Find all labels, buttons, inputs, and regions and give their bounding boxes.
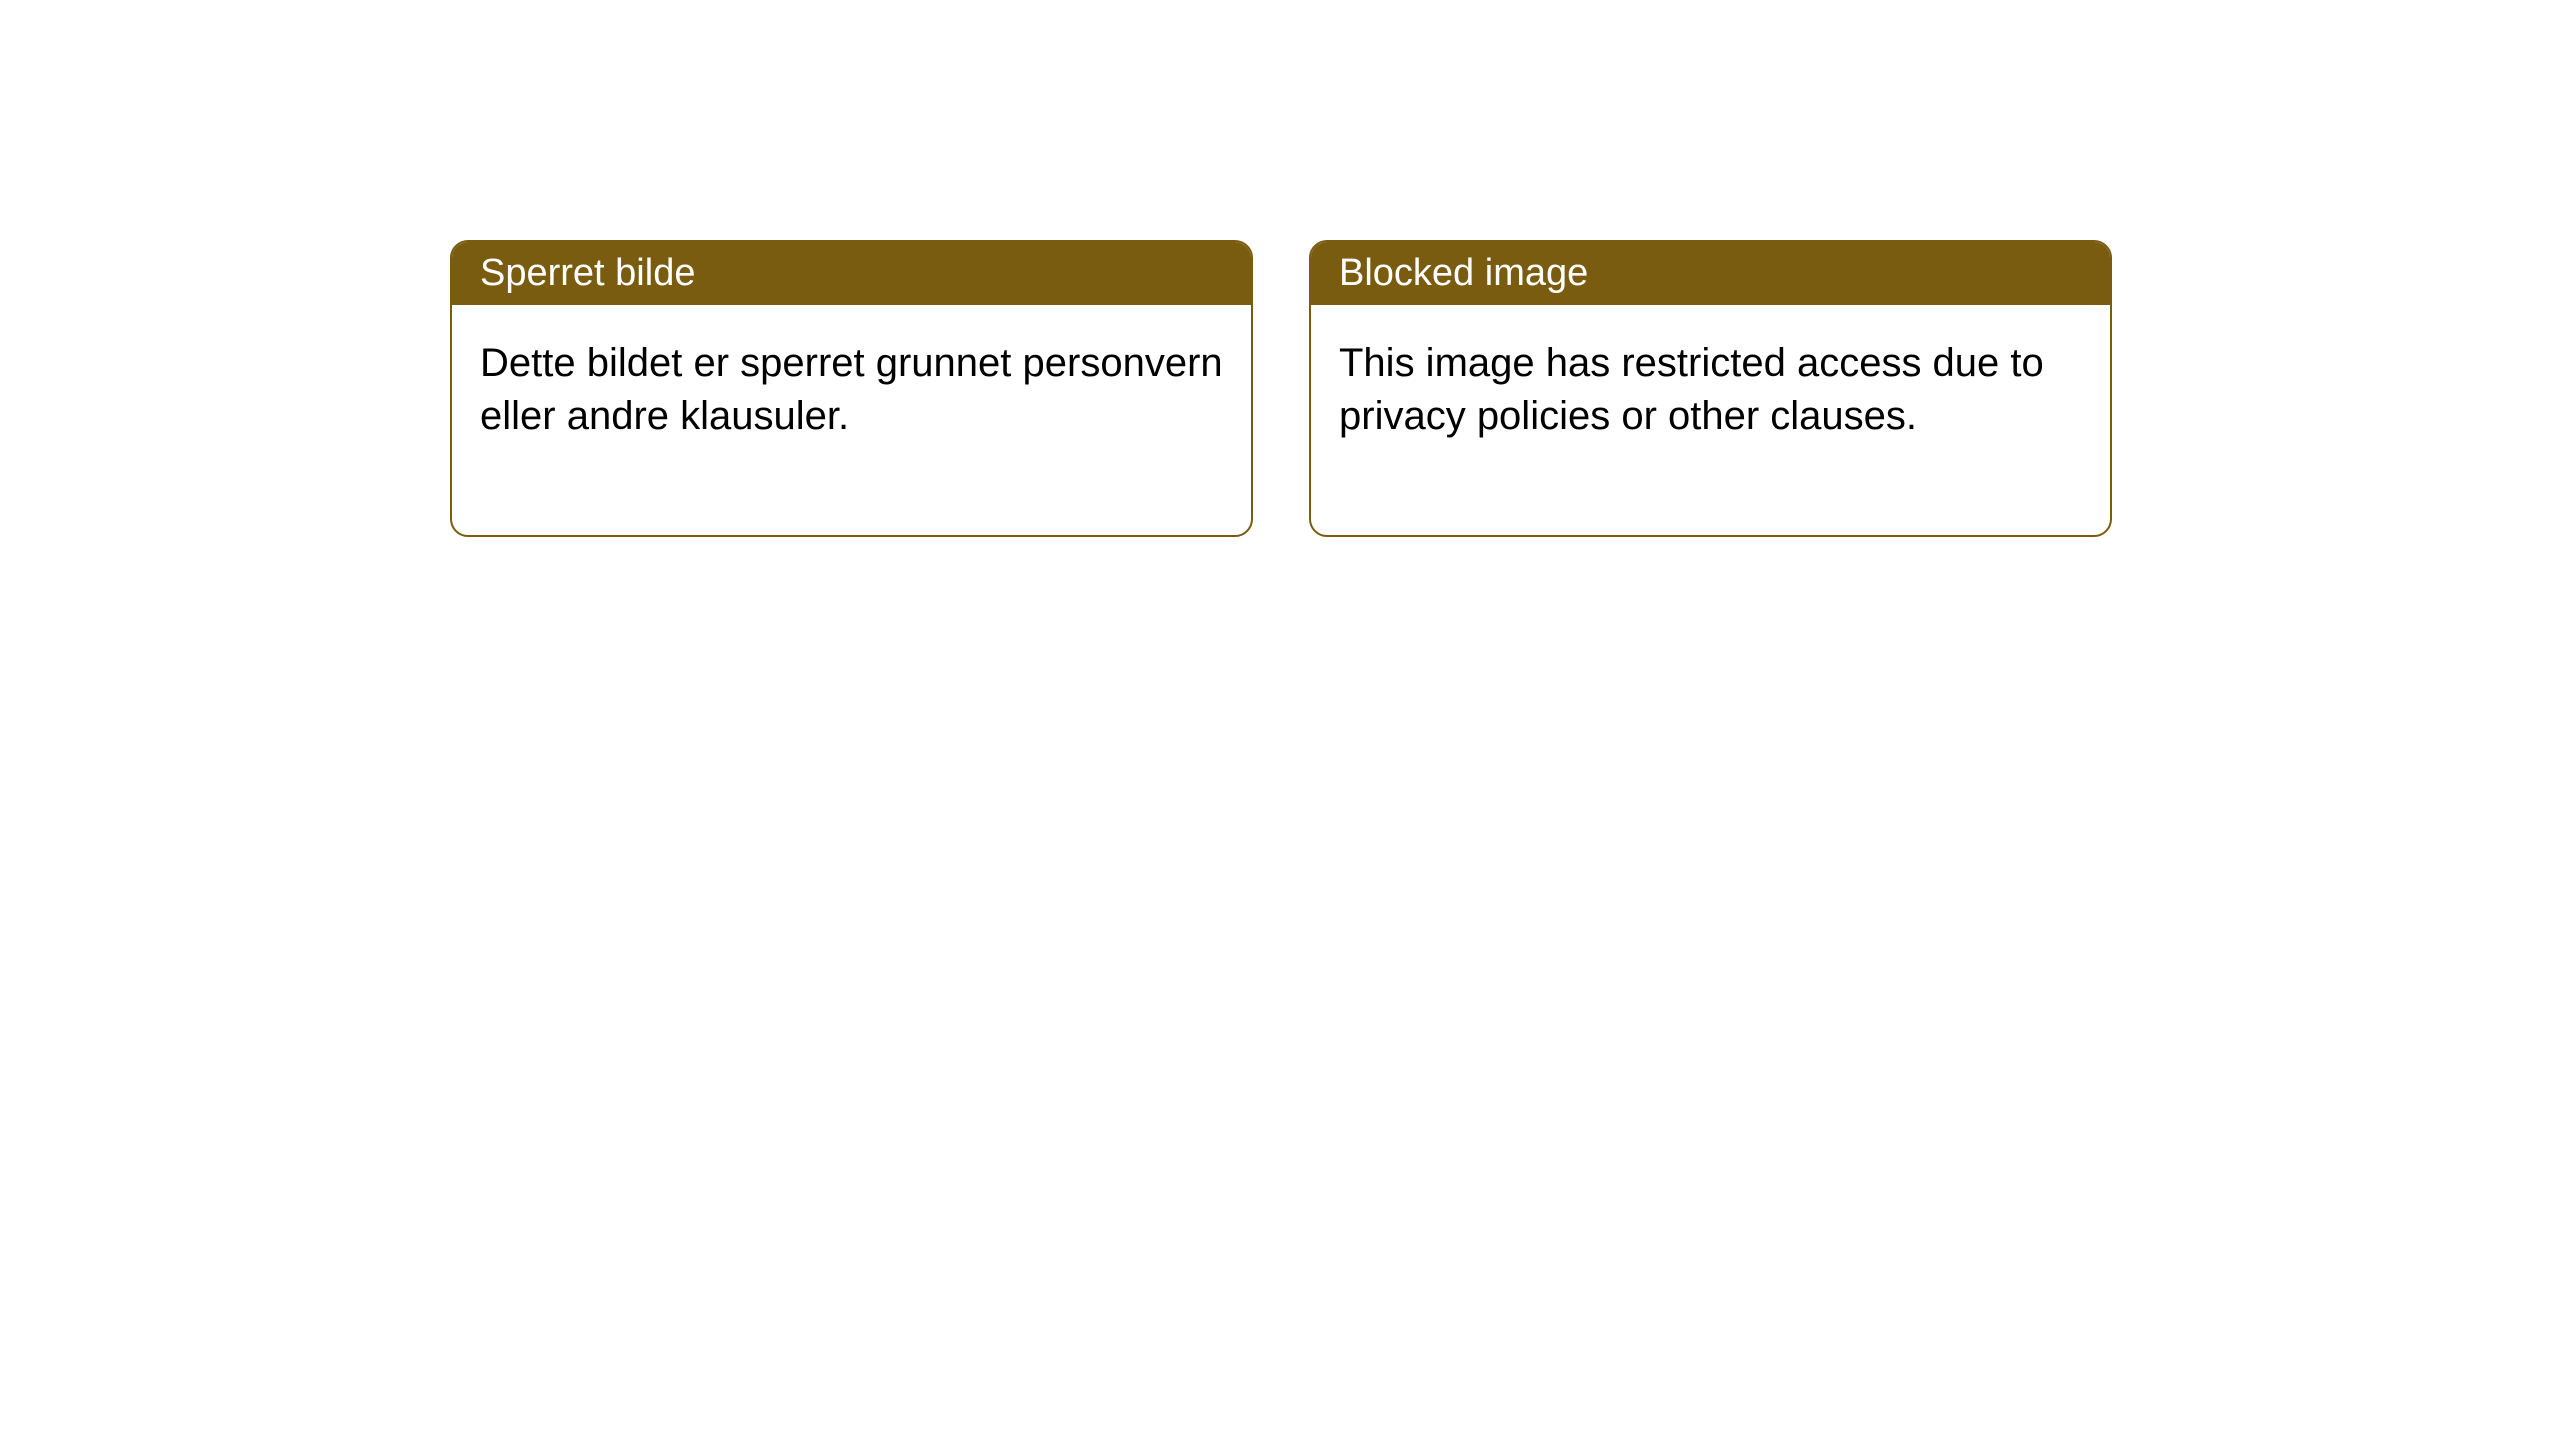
notice-title: Blocked image <box>1339 252 1588 294</box>
notice-body-text: This image has restricted access due to … <box>1339 341 2044 438</box>
notice-title: Sperret bilde <box>480 252 695 294</box>
notice-header: Sperret bilde <box>452 242 1251 305</box>
notice-body: This image has restricted access due to … <box>1311 305 2110 535</box>
notice-container: Sperret bilde Dette bildet er sperret gr… <box>450 240 2112 537</box>
notice-card-english: Blocked image This image has restricted … <box>1309 240 2112 537</box>
notice-card-norwegian: Sperret bilde Dette bildet er sperret gr… <box>450 240 1253 537</box>
notice-body-text: Dette bildet er sperret grunnet personve… <box>480 341 1223 438</box>
notice-body: Dette bildet er sperret grunnet personve… <box>452 305 1251 535</box>
notice-header: Blocked image <box>1311 242 2110 305</box>
